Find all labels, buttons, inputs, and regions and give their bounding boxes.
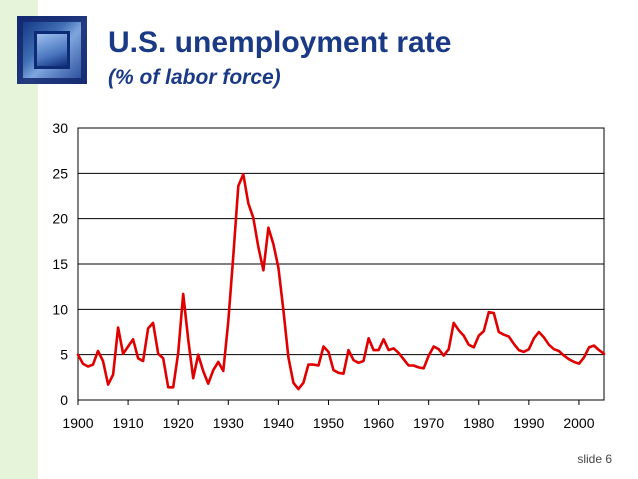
x-tick-label-1970: 1970 xyxy=(413,415,444,431)
x-tick-label-1910: 1910 xyxy=(113,415,144,431)
x-tick-label-1980: 1980 xyxy=(463,415,494,431)
slide-logo-image xyxy=(17,16,87,84)
y-tick-label-0: 0 xyxy=(60,392,68,408)
y-tick-label-10: 10 xyxy=(52,301,68,317)
x-tick-label-1940: 1940 xyxy=(263,415,294,431)
slide-number: slide 6 xyxy=(577,452,612,466)
plot-frame xyxy=(77,127,605,401)
series-line-0 xyxy=(76,172,606,391)
x-tick-label-1930: 1930 xyxy=(213,415,244,431)
y-tick-label-5: 5 xyxy=(60,347,68,363)
x-tick-label-1950: 1950 xyxy=(313,415,344,431)
y-tick-label-30: 30 xyxy=(52,120,68,136)
x-tick-label-2000: 2000 xyxy=(563,415,594,431)
y-tick-label-15: 15 xyxy=(52,256,68,272)
x-tick-label-1900: 1900 xyxy=(62,415,93,431)
y-tick-label-20: 20 xyxy=(52,211,68,227)
page-subtitle: (% of labor force) xyxy=(108,66,281,89)
x-tick-label-1960: 1960 xyxy=(363,415,394,431)
page-title: U.S. unemployment rate xyxy=(108,26,452,59)
x-tick-label-1920: 1920 xyxy=(163,415,194,431)
x-tick-label-1990: 1990 xyxy=(513,415,544,431)
slide-logo-inner xyxy=(37,34,67,66)
y-tick-label-25: 25 xyxy=(52,165,68,181)
